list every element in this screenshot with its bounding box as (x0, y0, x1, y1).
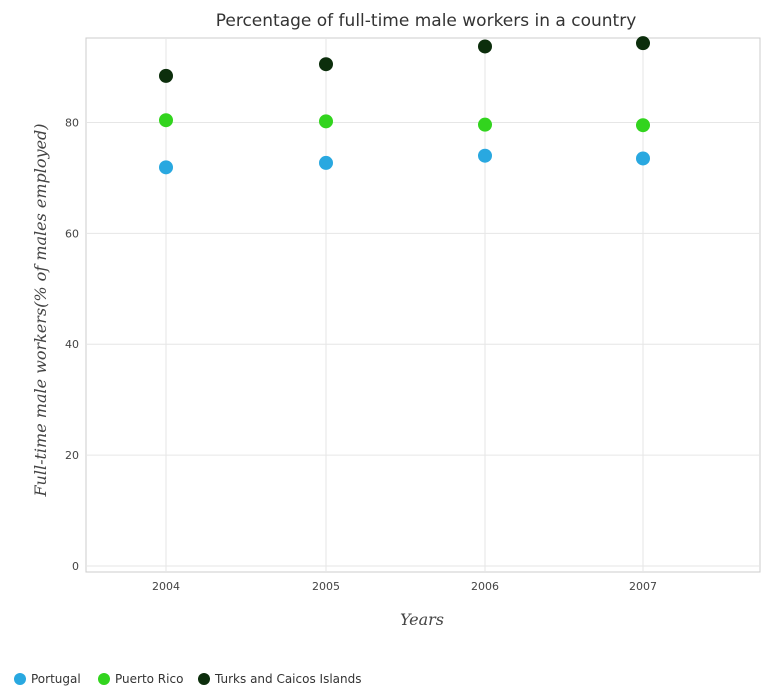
y-tick-label: 20 (65, 449, 79, 462)
data-point (319, 57, 333, 72)
plot-area (85, 37, 761, 573)
y-axis-title: Full-time male workers(% of males employ… (31, 123, 50, 497)
y-tick-label: 40 (65, 338, 79, 351)
x-tick-label: 2007 (629, 580, 657, 593)
x-tick-label: 2005 (312, 580, 340, 593)
data-points (159, 36, 650, 175)
legend-label: Portugal (31, 672, 81, 686)
chart-title: Percentage of full-time male workers in … (216, 11, 637, 31)
series-puerto-rico (159, 113, 650, 133)
data-point (319, 114, 333, 129)
x-tick-label: 2006 (471, 580, 499, 593)
x-tick-label: 2004 (152, 580, 180, 593)
data-point (636, 151, 650, 166)
x-axis-title: Years (400, 610, 444, 629)
data-point (159, 68, 173, 83)
y-axis: 0 20 40 60 80 (65, 116, 79, 573)
legend-label: Puerto Rico (115, 672, 183, 686)
legend: Portugal Puerto Rico Turks and Caicos Isla… (14, 672, 361, 686)
series-portugal (159, 148, 650, 175)
legend-item: Portugal (14, 672, 81, 686)
legend-marker (98, 673, 110, 685)
data-point (478, 148, 492, 163)
data-point (636, 36, 650, 51)
data-point (478, 117, 492, 132)
data-point (478, 39, 492, 54)
legend-marker (14, 673, 26, 685)
y-tick-label: 0 (72, 560, 79, 573)
legend-item: Puerto Rico (98, 672, 183, 686)
data-point (159, 160, 173, 175)
y-tick-label: 80 (65, 116, 79, 129)
series-turks-and-caicos-islands (159, 36, 650, 83)
data-point (636, 118, 650, 133)
data-point (159, 113, 173, 128)
legend-label: Turks and Caicos Islands (214, 672, 361, 686)
y-tick-label: 60 (65, 227, 79, 240)
legend-marker (198, 673, 210, 685)
legend-item: Turks and Caicos Islands (198, 672, 361, 686)
data-point (319, 155, 333, 170)
x-axis: 2004 2005 2006 2007 (152, 580, 657, 593)
